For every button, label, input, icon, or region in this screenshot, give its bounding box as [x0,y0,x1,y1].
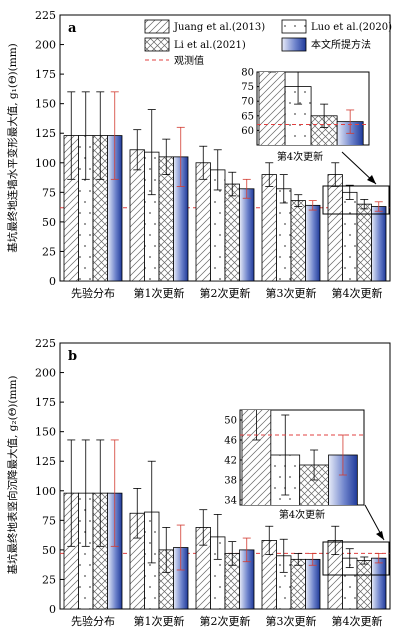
panel-b-ytick-label: 225 [35,337,56,350]
panel-b-chart: 基坑最终地表竖向沉降最大值, g₂(Θ)(mm) b 0 25 50 75 100 125… [6,337,391,628]
panel-a-inset: 60 65 70 75 80 第4次更新 [241,68,390,215]
panel-a-inset-title: 第4次更新 [277,150,323,163]
panel-a-ytick-label: 75 [42,186,56,199]
legend: Juang et al.(2013) Luo et al.(2020) Li e… [144,19,392,67]
legend-label-proposed: 本文所提方法 [311,38,371,51]
panel-b-letter: b [68,349,77,364]
legend-label-juang: Juang et al.(2013) [173,22,265,33]
panel-a-bar-proposed [371,206,387,282]
panel-b-ytick-label: 25 [42,573,56,586]
panel-b-category-label: 第3次更新 [266,614,317,628]
panel-a-category-label: 第3次更新 [266,286,317,300]
panel-a-category-label: 第1次更新 [134,286,185,300]
panel-b-ytick-label: 175 [35,396,56,409]
panel-b-zoom-arrowhead [376,531,384,540]
panel-a-chart: 基坑最终地连墙水平变形最大值, g₁(Θ)(mm) a 0 25 50 75 100 12… [6,9,392,300]
panel-a-letter: a [68,21,77,36]
legend-swatch-proposed [281,37,307,52]
panel-a-inset-ytick-label: 80 [241,68,254,79]
panel-b-inset-ytick-label: 38 [224,476,237,487]
panel-a-ytick-label: 0 [49,275,56,288]
panel-b-y-axis-label: 基坑最终地表竖向沉降最大值, g₂(Θ)(mm) [6,375,19,574]
panel-b-inset-title: 第4次更新 [279,508,325,521]
panel-a-ytick-label: 100 [35,157,56,170]
panel-b-category-label: 先验分布 [71,614,115,628]
panel-a-ytick-label: 200 [35,39,56,52]
panel-b-zoom-box [322,541,390,576]
panel-b-category-label: 第2次更新 [200,614,251,628]
panel-a-category-label: 第4次更新 [332,286,383,300]
panel-b-inset-bars [240,410,364,505]
panel-a-ytick-label: 50 [42,216,56,229]
panel-a-category-label: 先验分布 [71,286,115,300]
panel-b-bar-li [290,558,306,610]
panel-b-bars [63,439,387,610]
panel-b-ytick-label: 150 [35,426,56,439]
legend-swatch-luo [281,19,307,34]
legend-swatch-juang [144,19,170,34]
panel-a-inset-ytick-label: 65 [241,111,254,122]
panel-b-inset-plot [240,410,364,505]
panel-a-bar-li [224,183,240,282]
panel-b-ytick-label: 50 [42,544,56,557]
panel-b-ytick-label: 75 [42,514,56,527]
panel-b-inset-ytick-label: 42 [224,456,237,467]
panel-b-ytick-label: 200 [35,367,56,380]
panel-b-bar-proposed [305,558,321,610]
panel-a-category-labels: 先验分布 第1次更新 第2次更新 第3次更新 第4次更新 [71,286,383,300]
legend-label-observed: 观测值 [174,54,204,67]
panel-a-zoom-box [322,185,390,215]
panel-a-category-label: 第2次更新 [200,286,251,300]
panel-a-bar-juang [195,162,211,282]
panel-a-bar-luo [342,191,358,282]
legend-swatch-li [144,37,170,52]
panel-a-inset-bar-juang [258,72,286,145]
panel-a-ytick-label: 225 [35,9,56,22]
panel-a-inset-plot [257,72,369,145]
panel-b-bar-li [356,560,372,610]
panel-a-ytick-label: 125 [35,127,56,140]
panel-b-yticks: 0 25 50 75 100 125 150 175 200 225 [35,337,64,616]
panel-b-category-labels: 先验分布 第1次更新 第2次更新 第3次更新 第4次更新 [71,614,383,628]
panel-b-inset-bar-juang [241,410,272,505]
panel-b-category-label: 第4次更新 [332,614,383,628]
panel-a-inset-ytick-label: 70 [241,97,254,108]
panel-b-ytick-label: 0 [49,603,56,616]
panel-a-bar-li [356,203,372,282]
panel-b-ytick-label: 125 [35,455,56,468]
panel-a-bar-li [290,200,306,282]
panel-b-ytick-label: 100 [35,485,56,498]
panel-b-inset: 34 38 42 46 50 第4次更新 [224,409,390,576]
panel-a-inset-bars [257,72,369,145]
panel-a-ytick-label: 175 [35,68,56,81]
panel-a-ytick-label: 25 [42,245,56,258]
panel-b-bar-proposed [371,557,387,610]
legend-label-li: Li et al.(2021) [174,40,246,51]
panel-b-inset-ytick-label: 46 [224,436,237,447]
panel-a-yticks: 0 25 50 75 100 125 150 175 200 225 [35,9,64,288]
panel-a-bar-juang [327,174,343,282]
panel-a-bar-juang [261,174,277,282]
panel-a-bar-proposed [239,188,255,282]
panel-b-inset-ytick-label: 50 [224,416,237,427]
panel-b-category-label: 第1次更新 [134,614,185,628]
panel-a-inset-ytick-label: 60 [241,126,254,137]
panel-a-y-axis-label: 基坑最终地连墙水平变形最大值, g₁(Θ)(mm) [6,43,19,253]
panel-a-bar-li [158,156,174,282]
panel-a-inset-ytick-label: 75 [241,82,254,93]
legend-label-luo: Luo et al.(2020) [311,22,392,33]
panel-a-bars [63,91,387,282]
panel-a-bar-proposed [305,204,321,282]
panel-a-ytick-label: 150 [35,98,56,111]
panel-b-inset-ytick-label: 34 [224,496,237,507]
panel-a-zoom-arrowhead [367,175,376,184]
